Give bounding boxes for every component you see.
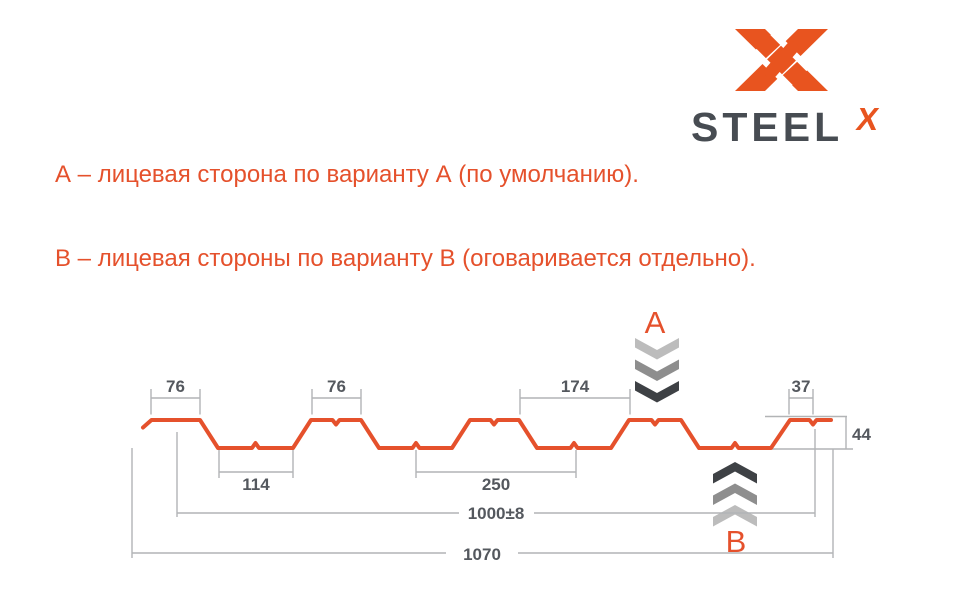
dim-text-1070: 1070 <box>463 545 501 564</box>
note-variant-b: В – лицевая стороны по варианту В (огова… <box>55 245 756 272</box>
dim-text-37: 37 <box>792 377 811 396</box>
dim-text-250: 250 <box>482 475 510 494</box>
dim-overall-width <box>131 448 834 558</box>
dim-valley-bottom <box>218 450 294 478</box>
dim-edge-top <box>788 389 814 415</box>
variant-a-label: А <box>645 305 666 340</box>
variant-b-label: В <box>726 524 747 559</box>
dim-text-76-left: 76 <box>166 377 185 396</box>
note-variant-a: А – лицевая сторона по варианту А (по ум… <box>55 161 639 188</box>
brand-steel-text: STEEL <box>691 104 844 150</box>
dim-rib-top-mid <box>311 389 362 415</box>
dim-text-76-mid: 76 <box>327 377 346 396</box>
profile-outline <box>141 418 833 450</box>
dim-text-174: 174 <box>561 377 590 396</box>
dim-text-114: 114 <box>242 475 270 494</box>
variant-b-chevrons <box>713 462 757 527</box>
steelx-logo-icon <box>735 20 828 95</box>
dim-text-1000: 1000±8 <box>468 504 525 523</box>
dim-valley-top <box>519 389 631 415</box>
brand-wordmark: STEEL X <box>691 101 882 150</box>
variant-a-chevrons <box>635 338 679 403</box>
dim-rib-pitch <box>415 450 577 478</box>
dim-working-width <box>176 429 816 517</box>
dim-profile-height <box>760 415 853 450</box>
dim-text-44: 44 <box>852 425 871 444</box>
dim-rib-top-left <box>150 389 201 415</box>
